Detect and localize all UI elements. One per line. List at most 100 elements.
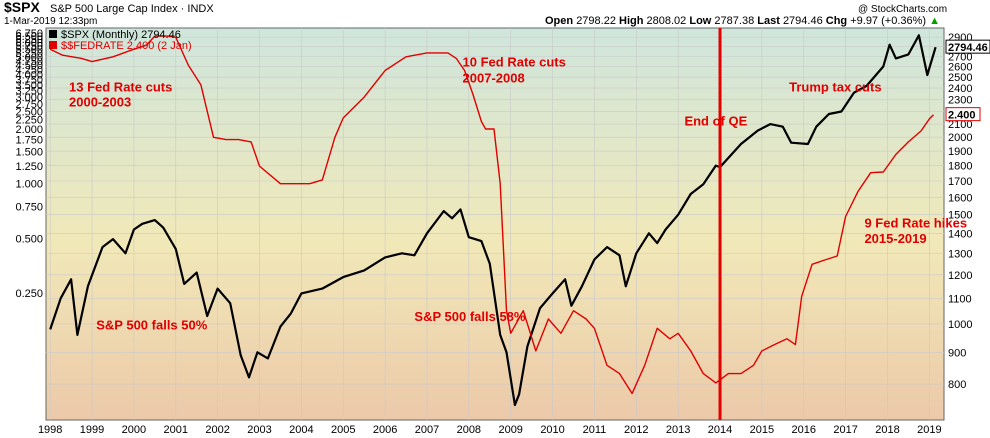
chart-symbol: $SPX [4, 0, 40, 15]
left-tick-label: 5.250 [15, 48, 43, 60]
right-tick-label: 2500 [948, 72, 972, 84]
left-tick-label: 2.250 [15, 115, 43, 127]
left-tick-label: 3.250 [15, 86, 43, 98]
chg-label: Chg [826, 15, 847, 27]
right-tick-label: 1400 [948, 228, 972, 240]
x-tick-label: 2018 [875, 424, 899, 436]
annotation-label: 13 Fed Rate cuts [69, 79, 172, 94]
annotation-label: 2015-2019 [864, 231, 926, 246]
right-tick-label: 1800 [948, 161, 972, 173]
right-tick-label: 2700 [948, 51, 972, 63]
left-tick-label: 1.500 [15, 147, 43, 159]
x-tick-label: 1999 [80, 424, 104, 436]
exchange: INDX [187, 3, 214, 15]
fedrate-line [49, 35, 935, 395]
right-tick-label: 1700 [948, 176, 972, 188]
left-tick-label: 2.750 [15, 99, 43, 111]
x-tick-label: 2015 [750, 424, 774, 436]
left-tick-label: 0.250 [15, 288, 43, 300]
left-tick-label: 2.000 [15, 124, 43, 136]
left-tick-label: 4.500 [15, 60, 43, 72]
x-tick-label: 2005 [331, 424, 355, 436]
x-tick-label: 2010 [540, 424, 564, 436]
annotation-label: End of QE [684, 113, 747, 128]
legend-swatch-fedrate [49, 41, 57, 49]
low-value: 2787.38 [714, 15, 754, 27]
x-tick-label: 1998 [38, 424, 62, 436]
right-tick-label: 2300 [948, 95, 972, 107]
left-tick-label: 6.000 [15, 37, 43, 49]
x-tick-label: 2012 [624, 424, 648, 436]
x-tick-label: 2016 [792, 424, 816, 436]
left-tick-label: 0.750 [15, 201, 43, 213]
ohlc-readout: Open 2798.22 High 2808.02 Low 2787.38 La… [545, 15, 940, 27]
x-tick-label: 2008 [457, 424, 481, 436]
right-tick-label: 1600 [948, 192, 972, 204]
stockcharts-watermark: @ StockCharts.com [858, 4, 947, 15]
last-value-badges: 2794.46 2.400 [945, 39, 990, 122]
x-tick-label: 2009 [498, 424, 522, 436]
left-tick-label: 3.500 [15, 80, 43, 92]
left-tick-label: 0.500 [15, 233, 43, 245]
chg-value: +9.97 (+0.36%) [850, 15, 926, 27]
high-label: High [619, 15, 644, 27]
right-tick-label: 1500 [948, 210, 972, 222]
left-tick-label: 3.000 [15, 92, 43, 104]
x-tick-label: 2000 [122, 424, 146, 436]
annotation-label: 10 Fed Rate cuts [463, 55, 566, 70]
annotation-label: Trump tax cuts [789, 79, 881, 94]
right-tick-label: 800 [948, 379, 966, 391]
left-tick-label: 4.750 [15, 56, 43, 68]
right-tick-label: 1000 [948, 319, 972, 331]
legend-spx: $SPX (Monthly) 2794.46 [61, 29, 181, 41]
right-tick-label: 1300 [948, 248, 972, 260]
chart-datetime: 1-Mar-2019 12:33pm [4, 16, 97, 27]
plot-area [45, 27, 945, 421]
x-tick-label: 2019 [917, 424, 941, 436]
index-name-separator: · [178, 3, 188, 15]
right-tick-label: 1100 [948, 293, 972, 305]
x-tick-label: 2017 [833, 424, 857, 436]
legend-swatch-spx [49, 30, 57, 38]
left-tick-label: 5.750 [15, 41, 43, 53]
axes: 1998 1999 2000 2001 2002 2003 2004 2005 2006 2007… [15, 28, 972, 436]
left-tick-label: 1.000 [15, 179, 43, 191]
fedrate-badge [945, 107, 981, 122]
index-name: S&P 500 Large Cap Index [50, 3, 178, 15]
open-value: 2798.22 [576, 15, 616, 27]
x-tick-label: 2002 [205, 424, 229, 436]
right-tick-label: 2100 [948, 119, 972, 131]
spx-line [49, 34, 937, 407]
right-tick-label: 2000 [948, 132, 972, 144]
x-tick-label: 2011 [583, 424, 607, 436]
annotation-label: S&P 500 falls 50% [96, 317, 207, 332]
left-tick-label: 1.250 [15, 161, 43, 173]
x-tick-label: 2013 [666, 424, 690, 436]
annotation-label: 2007-2008 [463, 71, 525, 86]
spx-badge [945, 39, 990, 54]
annotation-label: S&P 500 falls 58% [414, 309, 525, 324]
right-tick-label: 2600 [948, 62, 972, 74]
left-tick-label: 4.000 [15, 69, 43, 81]
left-tick-label: 3.750 [15, 74, 43, 86]
high-value: 2808.02 [647, 15, 687, 27]
left-tick-label: 2.500 [15, 106, 43, 118]
left-tick-label: 5.000 [15, 52, 43, 64]
chart-index-name: S&P 500 Large Cap Index · INDX [50, 3, 214, 15]
x-tick-label: 2003 [247, 424, 271, 436]
left-tick-label: 6.500 [15, 31, 43, 43]
annotation-label: 9 Fed Rate hikes [864, 216, 967, 231]
low-label: Low [689, 15, 711, 27]
open-label: Open [545, 15, 573, 27]
right-tick-label: 1900 [948, 146, 972, 158]
last-value: 2794.46 [783, 15, 823, 27]
legend-fedrate: $$FEDRATE 2.400 (2 Jan) [61, 40, 192, 52]
right-tick-label: 2400 [948, 83, 972, 95]
right-tick-label: 1200 [948, 270, 972, 282]
legend: $SPX (Monthly) 2794.46 $$FEDRATE 2.400 (… [49, 29, 192, 52]
x-tick-label: 2004 [289, 424, 313, 436]
left-tick-label: 6.250 [15, 34, 43, 46]
left-tick-label: 5.500 [15, 44, 43, 56]
x-tick-label: 2007 [415, 424, 439, 436]
